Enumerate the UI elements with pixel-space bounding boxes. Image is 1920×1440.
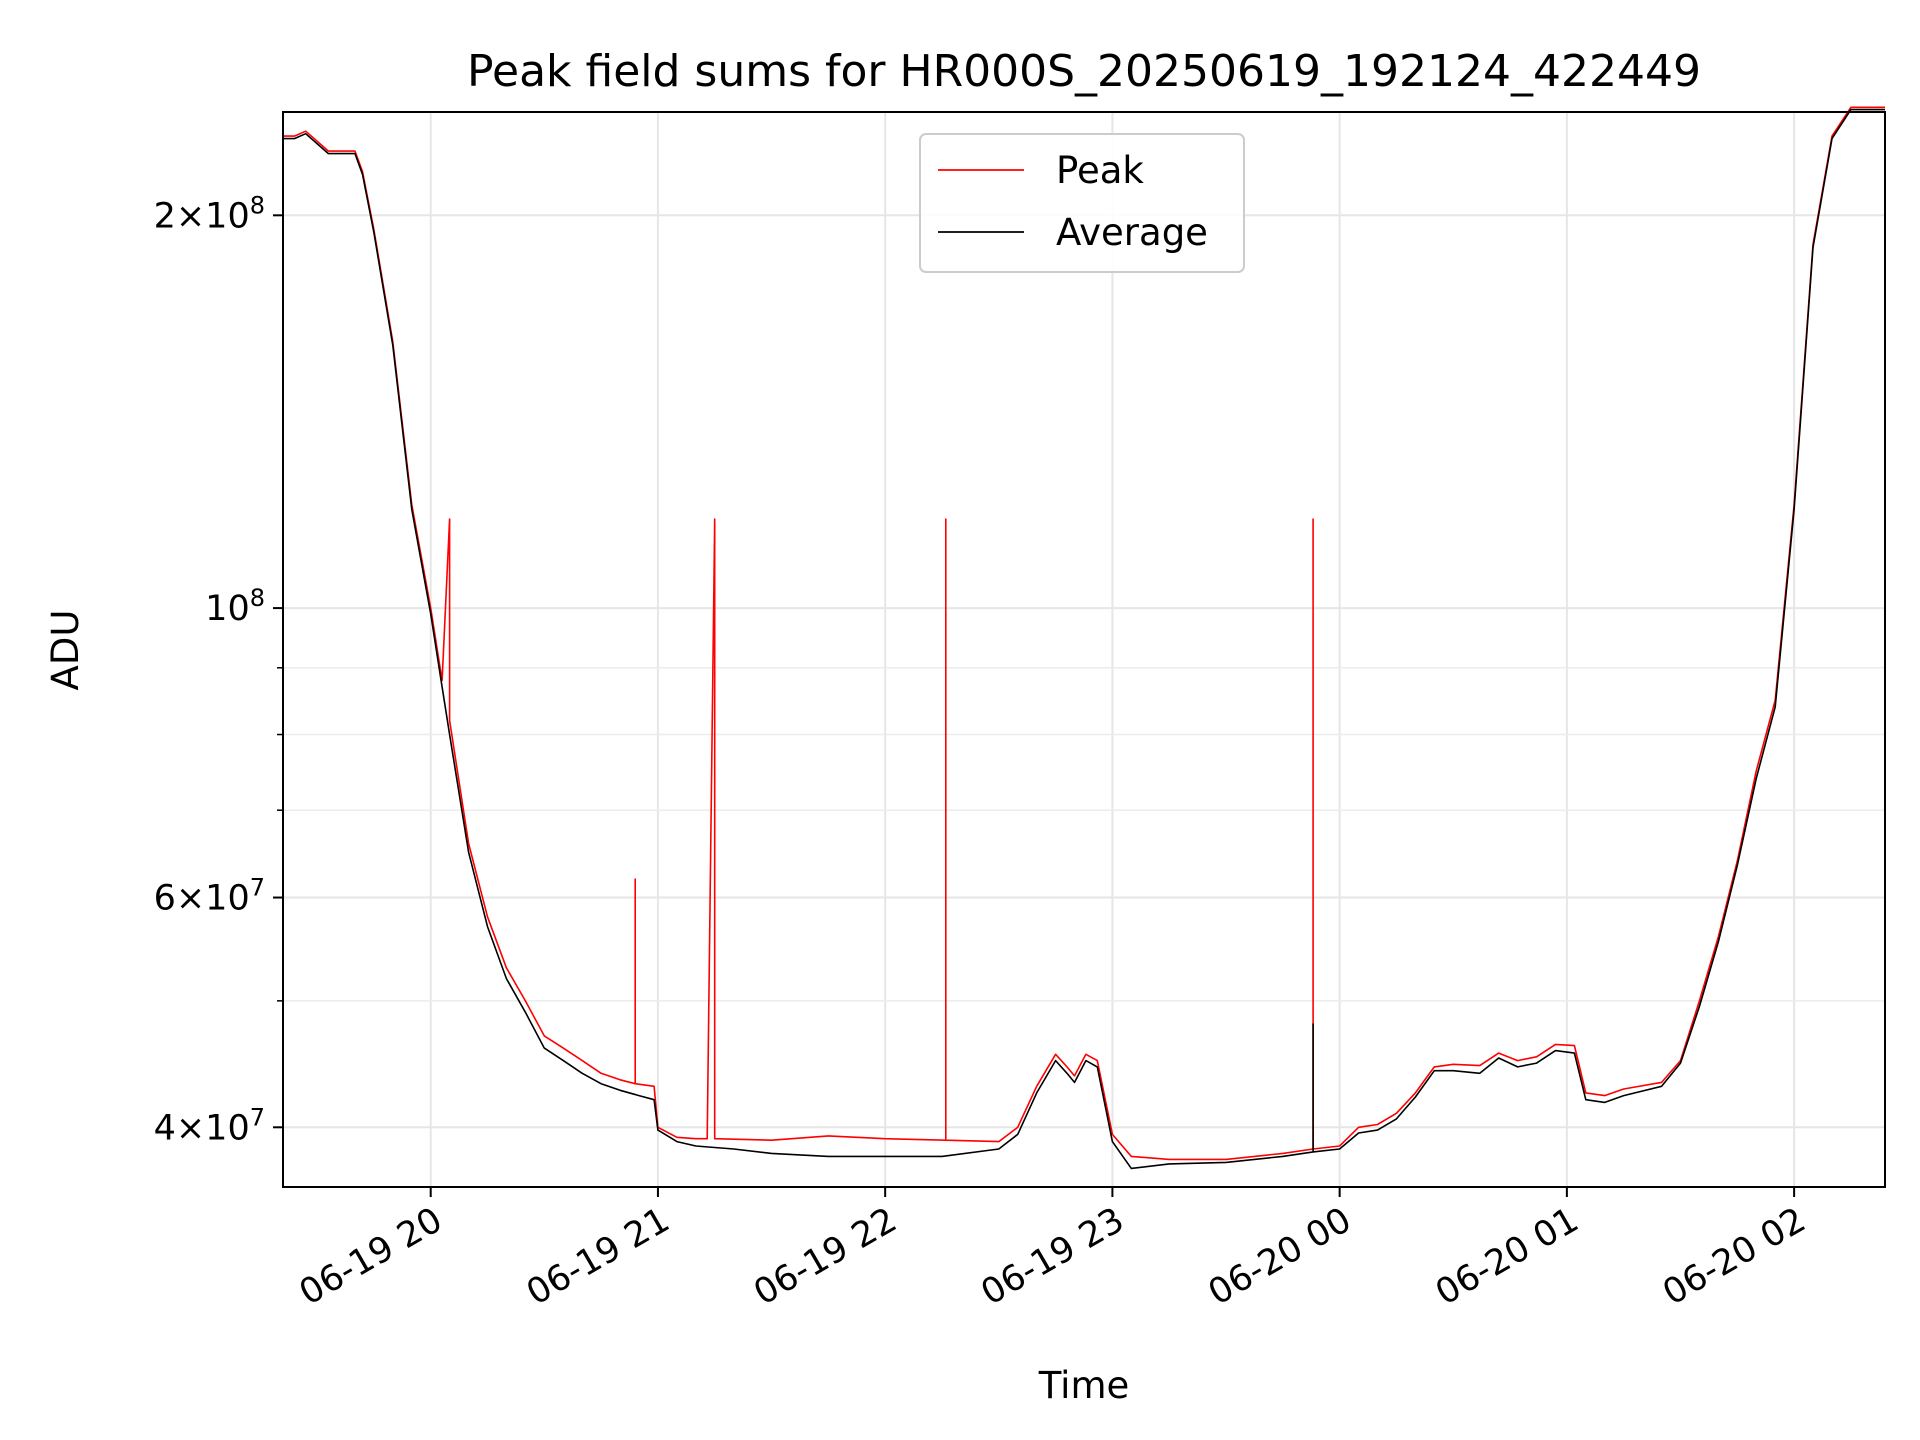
legend-label-peak: Peak	[1056, 149, 1144, 192]
series-layer	[283, 106, 1885, 1170]
y-tick-label: 4×107	[154, 1103, 265, 1148]
chart-title: Peak field sums for HR000S_20250619_1921…	[467, 46, 1701, 97]
series-line-average	[283, 108, 1885, 1170]
legend-label-average: Average	[1056, 211, 1208, 254]
y-tick-label: 2×108	[154, 191, 265, 236]
y-tick-label: 108	[205, 584, 265, 629]
x-axis-title: Time	[1038, 1364, 1130, 1407]
y-tick-label: 6×107	[154, 874, 265, 919]
series-line-peak	[283, 106, 1885, 1161]
legend-box	[919, 133, 1245, 273]
y-axis-title: ADU	[44, 610, 87, 691]
legend: Peak Average	[919, 133, 1245, 273]
plot-frame	[282, 111, 1886, 1188]
y-axis: 4×107 6×107 108 2×108	[154, 191, 283, 1148]
